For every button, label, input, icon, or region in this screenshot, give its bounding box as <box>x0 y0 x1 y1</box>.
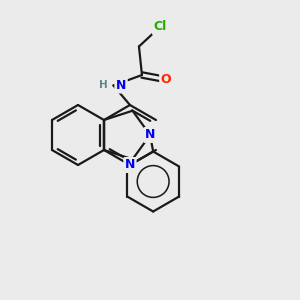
Text: N: N <box>125 158 135 172</box>
Text: N: N <box>145 128 155 142</box>
Text: H: H <box>99 80 108 91</box>
Text: Cl: Cl <box>153 20 167 34</box>
Text: O: O <box>160 73 171 86</box>
Text: N: N <box>116 79 126 92</box>
